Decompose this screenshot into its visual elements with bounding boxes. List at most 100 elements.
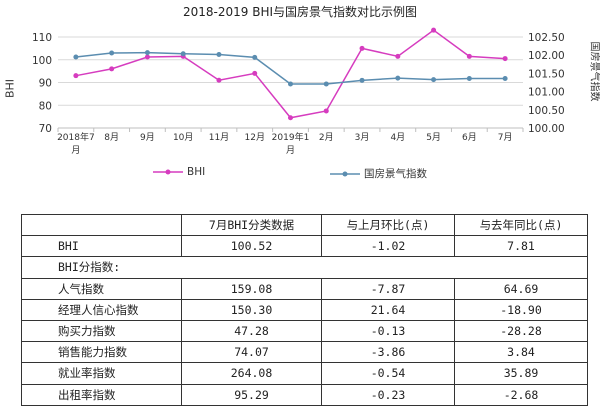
table-cell-mom: -1.02 [321, 235, 455, 258]
table-header-cell: 7月BHI分类数据 [181, 213, 322, 237]
table-cell-mom: 21.64 [321, 298, 455, 321]
data-point-bhi [216, 77, 222, 83]
data-point-bhi [144, 54, 150, 60]
table-cell-mom: -3.86 [321, 341, 455, 364]
y-tick-label-left: 110 [32, 32, 52, 44]
data-point-housing-index [288, 81, 293, 87]
table-row: 销售能力指数 74.07 -3.86 3.84 [21, 341, 588, 364]
data-point-housing-index [216, 51, 222, 57]
legend-label-bhi: BHI [187, 166, 206, 178]
y-tick-label-right: 102.00 [528, 50, 565, 62]
data-point-housing-index [180, 51, 186, 57]
y-tick-label-left: 80 [39, 100, 52, 112]
table-section-label: BHI分指数: [21, 256, 588, 279]
y-tick-label-right: 102.50 [528, 32, 565, 44]
table-cell-yoy: 7.81 [454, 235, 588, 258]
y-tick-label-left: 90 [39, 78, 52, 90]
x-tick-label: 5月 [426, 132, 441, 143]
table-cell-yoy: 35.89 [454, 362, 588, 385]
data-point-housing-index [431, 77, 437, 83]
table-cell-value: 100.52 [181, 235, 322, 258]
data-point-housing-index [109, 50, 115, 56]
table-row-label: 就业率指数 [21, 362, 182, 385]
table-row: 购买力指数 47.28 -0.13 -28.28 [21, 319, 588, 343]
data-point-bhi [359, 45, 365, 51]
y-tick-label-right: 101.00 [528, 87, 565, 99]
table-row: 人气指数 159.08 -7.87 64.69 [21, 277, 588, 300]
legend-marker-bhi [153, 169, 183, 175]
data-point-bhi [395, 53, 401, 59]
table-cell-yoy: 64.69 [454, 277, 588, 300]
table-cell-mom: -0.13 [321, 319, 455, 343]
table-row-label: BHI [21, 235, 182, 258]
data-point-housing-index [323, 81, 329, 87]
x-tick-label: 11月 [209, 132, 229, 143]
data-point-bhi [73, 73, 79, 79]
x-tick-label: 10月 [173, 132, 193, 143]
table-cell-yoy: -18.90 [454, 298, 588, 321]
legend-label-housing-index: 国房景气指数 [364, 168, 427, 180]
data-point-bhi [431, 27, 437, 33]
series-line-housing-index [75, 51, 506, 85]
table-row: 出租率指数 95.29 -0.23 -2.68 [21, 383, 588, 406]
x-tick-label: 2018年7 [57, 131, 95, 143]
table-header-cell: 与上月环比(点) [321, 213, 455, 237]
data-point-bhi [109, 66, 115, 72]
series-line-bhi [75, 29, 506, 119]
table-cell-yoy: -2.68 [454, 383, 588, 406]
table-row-label: 购买力指数 [21, 319, 182, 343]
y-tick-label-right: 100.50 [528, 105, 565, 117]
legend-marker-housing-index [330, 171, 360, 176]
data-point-housing-index [144, 50, 150, 56]
x-tick-label: 2月 [319, 132, 334, 143]
table-cell-value: 159.08 [181, 277, 322, 300]
data-point-housing-index [73, 54, 79, 60]
data-point-bhi [288, 115, 293, 121]
table-row: 就业率指数 264.08 -0.54 35.89 [21, 362, 588, 385]
data-point-bhi [502, 56, 508, 62]
table-row-label: 经理人信心指数 [21, 298, 182, 321]
data-point-housing-index [395, 75, 401, 81]
x-tick-label: 4月 [390, 132, 405, 143]
data-point-housing-index [502, 76, 508, 81]
x-tick-label: 2019年1 [272, 131, 310, 143]
table-row: BHI分指数: [21, 256, 588, 279]
y-tick-label-left: 100 [32, 55, 52, 67]
x-tick-label: 12月 [245, 132, 265, 143]
y-tick-label-right: 100.00 [528, 123, 565, 135]
x-tick-label: 月 [71, 145, 80, 156]
chart-title: 2018-2019 BHI与国房景气指数对比示例图 [182, 5, 418, 19]
table-cell-yoy: -28.28 [454, 319, 588, 343]
table-cell-value: 74.07 [181, 341, 322, 364]
x-tick-label: 9月 [140, 132, 155, 143]
data-point-bhi [466, 53, 472, 59]
table-cell-mom: -7.87 [321, 277, 455, 300]
table-cell-mom: -0.23 [321, 383, 455, 406]
x-tick-label: 月 [286, 145, 295, 156]
data-point-housing-index [252, 54, 258, 60]
table-row-label: 出租率指数 [21, 383, 182, 406]
data-table-wrap: 7月BHI分类数据 与上月环比(点) 与去年同比(点) BHI 100.52 -1.… [21, 213, 588, 406]
table-body: BHI 100.52 -1.02 7.81 BHI分指数: 人气指数 159.08 -7.87… [21, 235, 588, 406]
x-tick-label: 6月 [462, 132, 477, 143]
data-point-bhi [323, 108, 329, 114]
table-header-cell: 与去年同比(点) [454, 213, 588, 237]
legend-item-bhi: BHI [153, 166, 205, 178]
x-tick-label: 8月 [104, 132, 119, 143]
table-cell-value: 95.29 [181, 383, 322, 406]
table-cell-value: 47.28 [181, 319, 322, 343]
bhi-data-table: 7月BHI分类数据 与上月环比(点) 与去年同比(点) BHI 100.52 -1.… [21, 213, 588, 406]
y-tick-label-left: 70 [39, 123, 52, 135]
table-row: BHI 100.52 -1.02 7.81 [21, 235, 588, 258]
table-row: 经理人信心指数 150.30 21.64 -18.90 [21, 298, 588, 321]
table-header-row: 7月BHI分类数据 与上月环比(点) 与去年同比(点) [21, 213, 588, 237]
legend-item-housing-index: 国房景气指数 [330, 166, 427, 181]
data-point-housing-index [359, 77, 365, 83]
line-chart: 70 80 90 100 110 100.00 100.50 101.00 101.50 102.… [32, 27, 565, 156]
data-point-housing-index [466, 76, 472, 81]
table-row-label: 人气指数 [21, 277, 182, 300]
data-point-bhi [252, 70, 258, 76]
y-tick-label-right: 101.50 [528, 68, 565, 80]
table-cell-mom: -0.54 [321, 362, 455, 385]
table-header-cell [21, 213, 182, 237]
